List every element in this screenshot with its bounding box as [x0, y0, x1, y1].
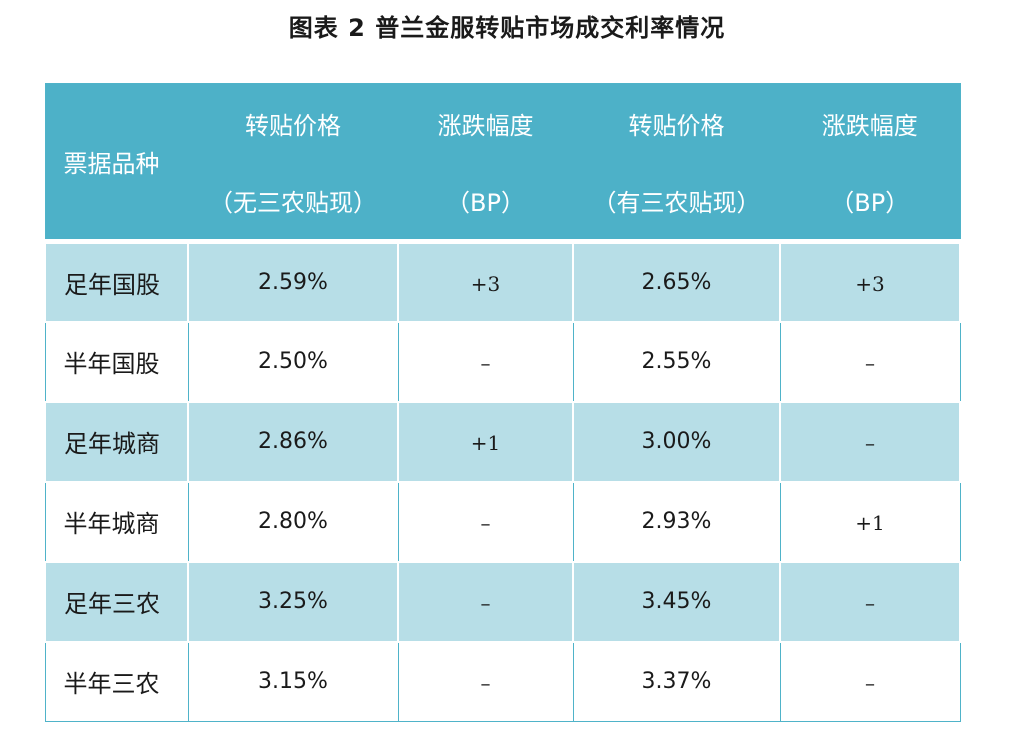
row-name: 半年三农 [44, 641, 189, 722]
header-change-b-line1: 涨跌幅度 [821, 111, 918, 140]
header-price-no-sannong-line2: （无三农贴现） [209, 188, 377, 217]
header-ticket-type: 票据品种 [45, 83, 188, 244]
price-no-sannong: 2.86% [187, 400, 399, 483]
header-change-a: 涨跌幅度 （BP） [398, 83, 573, 244]
header-row: 票据品种 转贴价格 （无三农贴现） 涨跌幅度 （BP） 转贴价格 （有三农贴现）… [45, 83, 960, 244]
table-row: 半年国股 2.50% – 2.55% – [44, 321, 961, 402]
header-change-a-line1: 涨跌幅度 [437, 111, 534, 140]
row-name: 半年国股 [44, 321, 189, 402]
price-with-sannong: 2.55% [572, 321, 781, 402]
table-row: 半年三农 3.15% – 3.37% – [44, 641, 961, 722]
price-with-sannong: 2.65% [572, 240, 781, 323]
header-price-no-sannong: 转贴价格 （无三农贴现） [188, 83, 398, 244]
table-row: 足年城商 2.86% +1 3.00% – [44, 400, 961, 483]
change-b: +1 [779, 481, 961, 562]
price-with-sannong: 3.37% [572, 641, 781, 722]
change-b: – [779, 641, 961, 722]
row-name: 半年城商 [44, 481, 189, 562]
header-price-with-sannong-line1: 转贴价格 [628, 111, 725, 140]
header-change-b: 涨跌幅度 （BP） [780, 83, 960, 244]
change-b: – [779, 400, 961, 483]
row-name: 足年三农 [44, 560, 189, 643]
change-a: +1 [397, 400, 574, 483]
row-name: 足年城商 [44, 400, 189, 483]
header-change-a-line2: （BP） [446, 188, 525, 217]
change-b: – [779, 321, 961, 402]
header-price-no-sannong-line1: 转贴价格 [245, 111, 341, 140]
price-no-sannong: 3.15% [187, 641, 399, 722]
price-no-sannong: 2.80% [187, 481, 399, 562]
price-with-sannong: 3.00% [572, 400, 781, 483]
table-title: 图表 2 普兰金服转贴市场成交利率情况 [288, 14, 726, 42]
header-price-with-sannong-line2: （有三农贴现） [592, 188, 761, 217]
table-row: 足年国股 2.59% +3 2.65% +3 [44, 240, 961, 323]
price-with-sannong: 3.45% [572, 560, 781, 643]
change-a: – [397, 321, 574, 402]
header-price-with-sannong: 转贴价格 （有三农贴现） [573, 83, 780, 244]
change-a: – [397, 560, 574, 643]
price-with-sannong: 2.93% [572, 481, 781, 562]
rate-table: 票据品种 转贴价格 （无三农贴现） 涨跌幅度 （BP） 转贴价格 （有三农贴现）… [44, 83, 961, 722]
change-a: – [397, 481, 574, 562]
price-no-sannong: 2.59% [187, 240, 399, 323]
change-b: – [779, 560, 961, 643]
row-name: 足年国股 [44, 240, 189, 323]
change-a: – [397, 641, 574, 722]
change-b: +3 [779, 240, 961, 323]
table-row: 足年三农 3.25% – 3.45% – [44, 560, 961, 643]
price-no-sannong: 3.25% [187, 560, 399, 643]
table-row: 半年城商 2.80% – 2.93% +1 [44, 481, 961, 562]
price-no-sannong: 2.50% [187, 321, 399, 402]
header-change-b-line2: （BP） [830, 188, 910, 217]
change-a: +3 [397, 240, 574, 323]
